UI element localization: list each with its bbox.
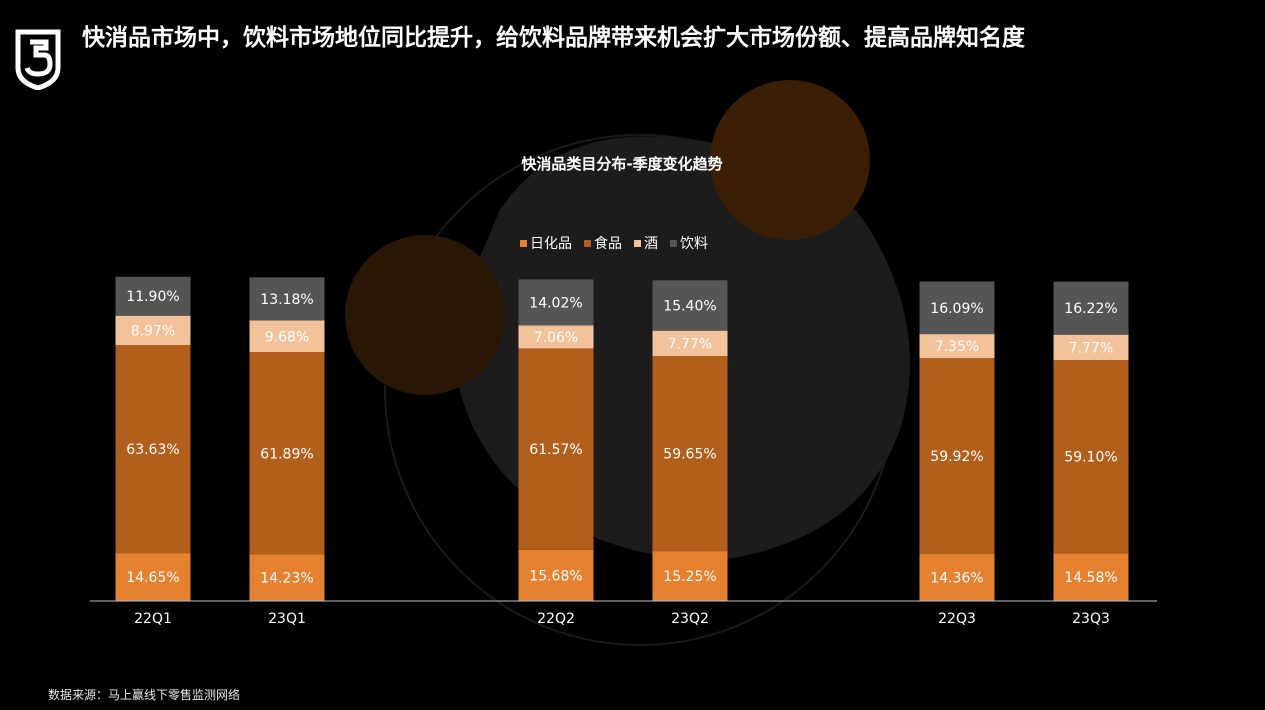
data-label-22Q2-3: 14.02% (529, 295, 582, 311)
data-label-23Q1-2: 9.68% (265, 329, 309, 345)
bar-segment-22Q2-0 (518, 549, 594, 601)
data-label-23Q1-1: 61.89% (260, 446, 313, 462)
bar-segment-23Q1-0 (249, 554, 325, 601)
data-label-23Q2-3: 15.40% (663, 298, 716, 314)
x-tick-label-22Q3: 22Q3 (938, 611, 976, 627)
data-source-note: 数据来源：马上赢线下零售监测网络 (48, 688, 241, 702)
bar-segment-23Q2-3 (652, 280, 728, 331)
data-label-23Q2-0: 15.25% (663, 569, 716, 585)
page-title: 快消品市场中，饮料市场地位同比提升，给饮料品牌带来机会扩大市场份额、提高品牌知名… (82, 25, 1025, 51)
bar-segment-22Q1-0 (115, 553, 191, 601)
brand-logo (15, 29, 61, 90)
data-label-22Q2-0: 15.68% (529, 568, 582, 584)
bar-segment-22Q1-3 (115, 276, 191, 316)
chart-legend: 日化品 食品 酒 饮料 (520, 235, 708, 252)
x-tick-label-22Q2: 22Q2 (537, 611, 575, 627)
bar-segment-22Q3-2 (919, 334, 995, 359)
bar-segment-22Q3-0 (919, 554, 995, 601)
data-label-23Q1-0: 14.23% (260, 571, 313, 587)
x-tick-label-23Q3: 23Q3 (1072, 611, 1110, 627)
bar-segment-23Q3-1 (1053, 360, 1129, 554)
bar-segment-22Q1-1 (115, 345, 191, 554)
data-label-22Q3-2: 7.35% (935, 339, 979, 355)
data-label-22Q1-3: 11.90% (126, 289, 179, 305)
data-label-22Q1-1: 63.63% (126, 442, 179, 458)
legend-label-2: 酒 (644, 236, 658, 252)
bar-segment-23Q3-0 (1053, 553, 1129, 601)
data-label-22Q2-1: 61.57% (529, 442, 582, 458)
x-tick-label-23Q2: 23Q2 (671, 611, 709, 627)
data-label-23Q3-3: 16.22% (1064, 301, 1117, 317)
data-label-22Q3-0: 14.36% (930, 571, 983, 587)
stacked-bar-chart: 快消品类目分布-季度变化趋势 日化品 食品 酒 饮料 14.65% 63.63% 8.97… (90, 155, 1157, 627)
x-tick-label-22Q1: 22Q1 (134, 611, 172, 627)
bar-segment-22Q3-1 (919, 358, 995, 555)
legend-label-0: 日化品 (530, 236, 572, 252)
bar-segment-22Q2-3 (518, 279, 594, 326)
bar-segment-23Q2-2 (652, 330, 728, 357)
x-axis-ticks: 22Q1 23Q1 22Q2 23Q2 22Q3 23Q3 (134, 611, 1110, 627)
background-orange-left (345, 235, 505, 395)
bar-segment-22Q3-3 (919, 281, 995, 335)
chart-title: 快消品类目分布-季度变化趋势 (521, 155, 722, 173)
data-label-23Q1-3: 13.18% (260, 292, 313, 308)
data-label-22Q3-1: 59.92% (930, 449, 983, 465)
data-label-22Q2-2: 7.06% (534, 330, 578, 346)
bar-segment-22Q2-2 (518, 325, 594, 349)
data-label-22Q1-2: 8.97% (131, 323, 175, 339)
bar-segment-23Q3-3 (1053, 281, 1129, 335)
bar-segment-23Q2-1 (652, 356, 728, 552)
data-label-23Q3-0: 14.58% (1064, 570, 1117, 586)
bar-segment-23Q1-1 (249, 352, 325, 555)
data-label-23Q3-1: 59.10% (1064, 450, 1117, 466)
bar-segment-23Q1-2 (249, 320, 325, 353)
legend-swatch-0 (520, 240, 527, 247)
bar-segment-23Q3-2 (1053, 334, 1129, 361)
data-label-23Q2-1: 59.65% (663, 447, 716, 463)
legend-swatch-2 (634, 240, 641, 247)
legend-swatch-3 (670, 240, 677, 247)
bar-segment-23Q1-3 (249, 277, 325, 321)
x-tick-label-23Q1: 23Q1 (268, 611, 306, 627)
bar-segment-22Q2-1 (518, 348, 594, 550)
background-orange-top (710, 80, 870, 240)
data-label-23Q3-2: 7.77% (1069, 340, 1113, 356)
legend-swatch-1 (584, 240, 591, 247)
data-label-23Q2-2: 7.77% (668, 336, 712, 352)
legend-label-1: 食品 (594, 235, 622, 252)
chart-bars: 14.65% 63.63% 8.97% 11.90% 14.23% 61.89% 9.68%… (115, 276, 1129, 601)
legend-label-3: 饮料 (680, 236, 708, 252)
bar-segment-23Q2-0 (652, 551, 728, 601)
bar-segment-22Q1-2 (115, 315, 191, 346)
data-label-22Q1-0: 14.65% (126, 570, 179, 586)
data-label-22Q3-3: 16.09% (930, 301, 983, 317)
